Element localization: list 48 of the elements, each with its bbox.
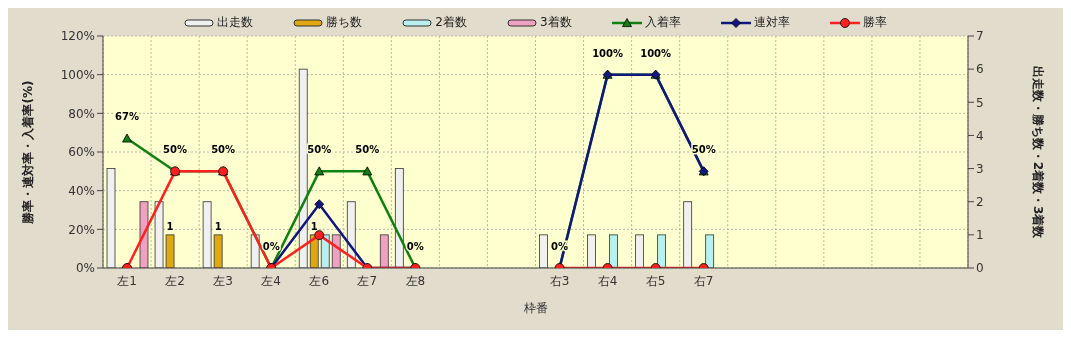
data-label: 50%	[211, 144, 236, 156]
x-axis-title: 枠番	[522, 301, 548, 315]
legend-label: 2着数	[435, 14, 467, 31]
data-label: 50%	[163, 144, 188, 156]
y2-tick-label: 2	[976, 194, 984, 209]
legend-label: 入着率	[644, 14, 681, 31]
y-tick-label: 80%	[68, 106, 95, 121]
x-tick-label: 左1	[117, 273, 137, 288]
y-tick-label: 120%	[60, 29, 95, 44]
y2-axis-title: 出走数・勝ち数・2着数・3着数	[1030, 65, 1045, 240]
legend-label: 出走数	[217, 14, 254, 31]
x-tick-label: 左2	[165, 273, 185, 288]
legend-label: 3着数	[540, 14, 572, 31]
x-tick-label: 左6	[309, 273, 330, 288]
data-label: 0%	[406, 241, 424, 252]
data-label: 67%	[115, 111, 139, 123]
y2-tick-label: 1	[976, 228, 984, 243]
y-tick-label: 20%	[68, 222, 95, 237]
y-tick-label: 60%	[68, 145, 95, 160]
data-label: 1	[166, 220, 174, 232]
y-tick-label: 40%	[68, 183, 95, 198]
data-label: 1	[310, 220, 318, 232]
data-label: 100%	[592, 47, 624, 59]
x-tick-label: 右7	[693, 273, 714, 288]
y2-tick-label: 7	[976, 29, 984, 44]
y-tick-label: 100%	[60, 67, 95, 82]
y2-tick-label: 3	[976, 161, 984, 176]
data-label: 50%	[355, 144, 380, 156]
x-tick-label: 左8	[405, 273, 426, 288]
data-label: 1	[214, 220, 222, 232]
y2-tick-label: 6	[976, 62, 984, 77]
y2-tick-label: 0	[976, 261, 984, 276]
y2-tick-label: 5	[976, 95, 984, 110]
data-label: 100%	[640, 47, 672, 59]
x-tick-label: 右5	[645, 273, 666, 288]
x-tick-label: 右3	[549, 273, 570, 288]
x-tick-label: 左4	[261, 273, 282, 288]
y2-tick-label: 4	[976, 128, 984, 143]
x-tick-label: 右4	[597, 273, 618, 288]
x-tick-label: 左3	[213, 273, 233, 288]
data-label: 50%	[307, 144, 332, 156]
legend-label: 連対率	[753, 14, 790, 31]
y-axis-title: 勝率・連対率・入着率(%)	[21, 80, 36, 225]
legend-label: 勝率	[862, 14, 887, 31]
x-tick-label: 左7	[357, 273, 378, 288]
legend-label: 勝ち数	[326, 14, 363, 31]
y-tick-label: 0%	[75, 261, 95, 276]
data-label: 0%	[262, 241, 280, 252]
